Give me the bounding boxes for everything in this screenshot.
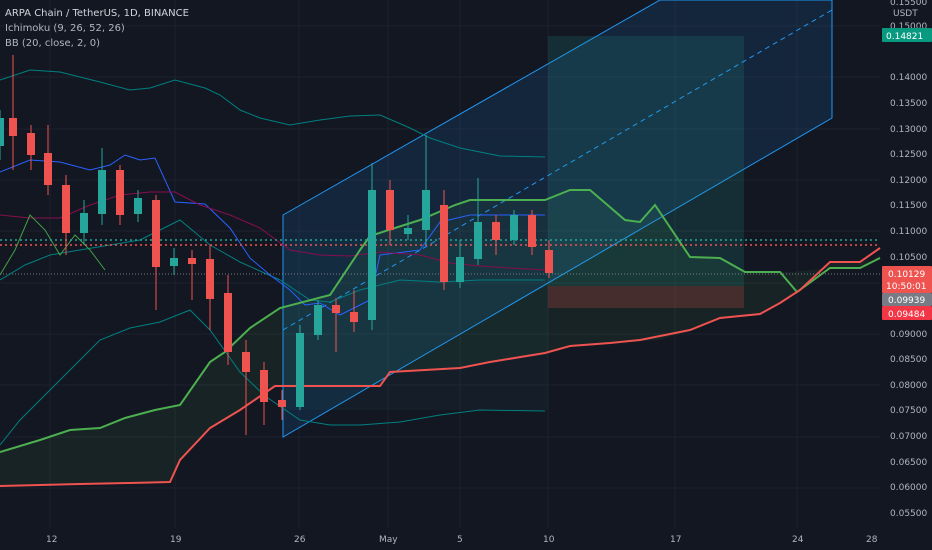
price-label: 0.07000 bbox=[890, 432, 927, 442]
price-label: 0.05500 bbox=[890, 509, 927, 519]
price-label: 0.08000 bbox=[890, 381, 927, 391]
time-label: 17 bbox=[670, 535, 681, 545]
price-label: 0.06000 bbox=[890, 483, 927, 493]
ichimoku-leading-span-a bbox=[0, 189, 881, 453]
currency-label: USDT bbox=[893, 9, 918, 19]
target-price-tag bbox=[882, 28, 932, 42]
ichimoku-cloud bbox=[0, 190, 880, 486]
last-price-tag bbox=[882, 266, 932, 293]
ichimoku-leading-span-b bbox=[0, 247, 881, 487]
time-label: 10 bbox=[543, 535, 555, 545]
ichimoku-base-line bbox=[0, 191, 546, 271]
position-target-zone bbox=[548, 36, 744, 286]
price-label: 0.15000 bbox=[890, 22, 927, 32]
ichimoku-legend[interactable]: Ichimoku (9, 26, 52, 26) bbox=[5, 23, 125, 34]
time-label: 19 bbox=[170, 535, 182, 545]
chart-legend: ARPA Chain / TetherUS, 1D, BINANCE Ichim… bbox=[5, 6, 189, 51]
price-label: 0.07500 bbox=[890, 406, 927, 416]
time-label: 24 bbox=[792, 535, 804, 545]
stop-price-tag bbox=[882, 306, 932, 320]
price-label: 0.12500 bbox=[890, 150, 927, 160]
ichimoku-lagging-span bbox=[0, 214, 106, 276]
position-forward-zone bbox=[283, 240, 548, 410]
price-label: 0.11500 bbox=[890, 201, 927, 211]
channel-midline bbox=[282, 9, 833, 331]
time-label: 26 bbox=[294, 535, 306, 545]
price-label: 0.09000 bbox=[890, 330, 927, 340]
time-axis[interactable]: 12 19 26 May 5 10 17 24 28 bbox=[46, 535, 878, 545]
position-stop-zone bbox=[548, 286, 744, 308]
price-label-top: 0.15500 bbox=[890, 0, 927, 8]
time-label: 28 bbox=[866, 535, 878, 545]
price-label: 0.14000 bbox=[890, 73, 927, 83]
price-label: 0.13000 bbox=[890, 125, 927, 135]
ichimoku-conversion-line bbox=[0, 154, 545, 316]
target-price-value: 0.14821 bbox=[886, 32, 923, 42]
last-price-value: 0.10129 bbox=[888, 270, 925, 280]
candle-countdown: 10:50:01 bbox=[886, 282, 926, 292]
stop-price-value: 0.09484 bbox=[888, 310, 925, 320]
symbol-title[interactable]: ARPA Chain / TetherUS, 1D, BINANCE bbox=[5, 8, 189, 19]
price-label: 0.11000 bbox=[890, 227, 927, 237]
time-label: 5 bbox=[457, 535, 463, 545]
mid-price-value: 0.09939 bbox=[888, 296, 925, 306]
price-label: 0.12000 bbox=[890, 176, 927, 186]
price-axis[interactable]: 0.15500 USDT 0.15000 0.14000 0.13500 0.1… bbox=[882, 0, 932, 519]
time-label: May bbox=[379, 535, 398, 545]
time-label: 12 bbox=[46, 535, 57, 545]
price-label: 0.06500 bbox=[890, 458, 927, 468]
price-label: 0.10500 bbox=[890, 253, 927, 263]
bollinger-legend[interactable]: BB (20, close, 2, 0) bbox=[5, 38, 100, 49]
mid-price-tag bbox=[882, 293, 932, 306]
price-label: 0.08500 bbox=[890, 355, 927, 365]
candlesticks[interactable] bbox=[0, 55, 553, 435]
price-label: 0.13500 bbox=[890, 99, 927, 109]
